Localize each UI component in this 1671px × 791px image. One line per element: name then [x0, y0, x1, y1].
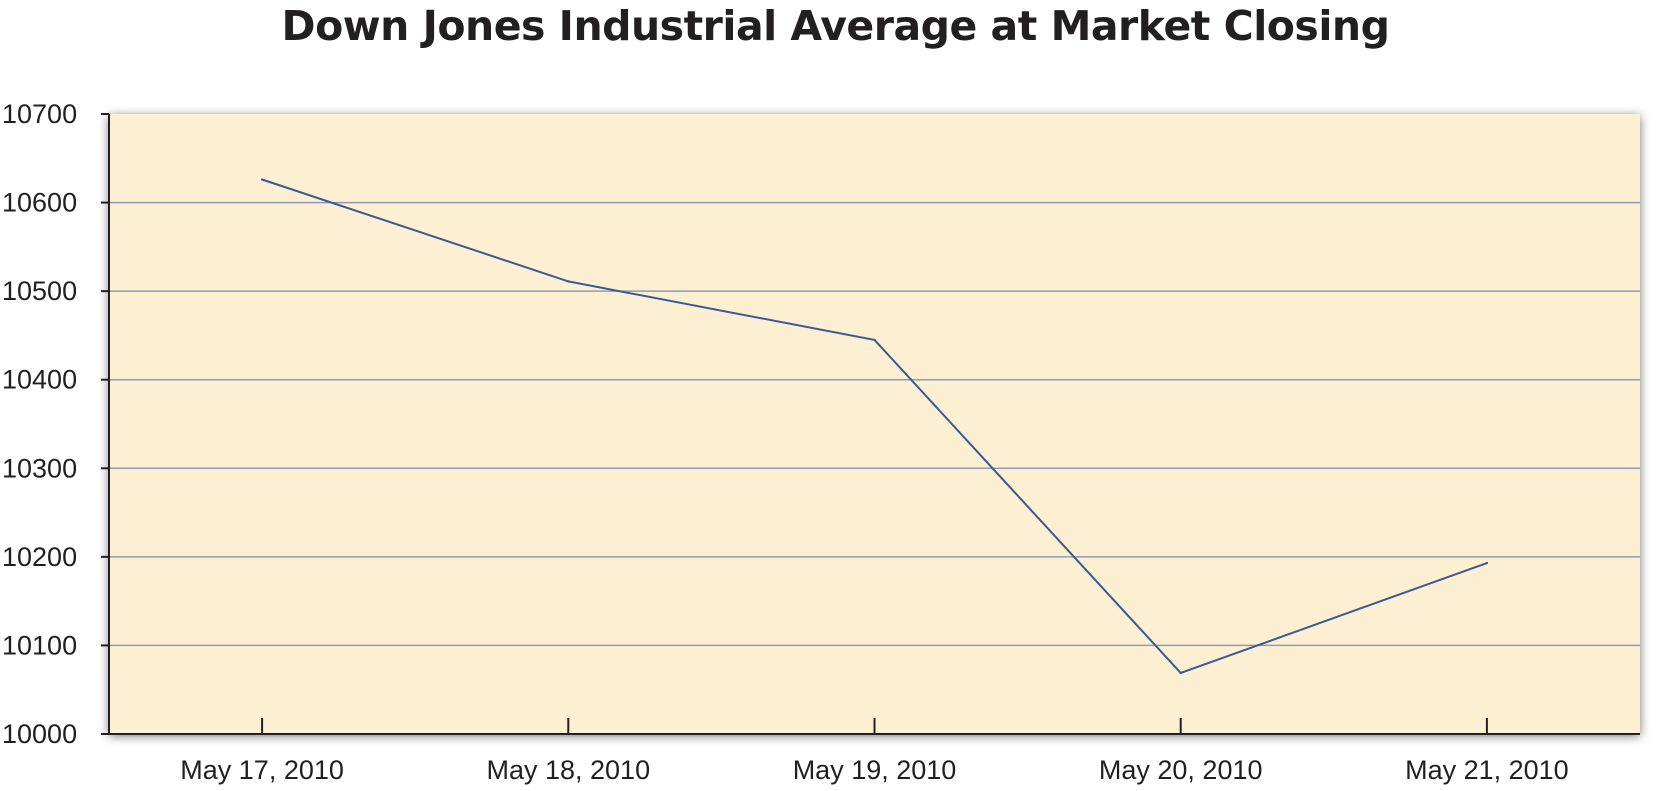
x-tick-label: May 18, 2010	[486, 755, 650, 785]
data-point	[567, 280, 570, 283]
plot-area	[109, 114, 1640, 734]
data-point	[1179, 671, 1182, 675]
y-tick-label: 10500	[2, 276, 77, 306]
x-tick-label: May 17, 2010	[180, 755, 344, 785]
data-point	[873, 338, 876, 342]
x-tick-label: May 19, 2010	[793, 755, 957, 785]
y-tick-label: 10700	[2, 99, 77, 129]
y-tick-label: 10300	[2, 453, 77, 483]
data-point	[260, 178, 264, 181]
chart-title: Down Jones Industrial Average at Market …	[281, 2, 1390, 50]
y-tick-label: 10600	[2, 188, 77, 218]
gridlines	[109, 201, 1640, 647]
y-tick-label: 10100	[2, 630, 77, 660]
y-tick-labels: 10000 10100 10200 10300 10400 10500 10600 10700	[2, 99, 109, 749]
x-tick-labels: May 17, 2010 May 18, 2010 May 19, 2010 May …	[180, 718, 1569, 785]
y-tick-label: 10400	[2, 365, 77, 395]
x-tick-label: May 20, 2010	[1099, 755, 1263, 785]
x-tick-label: May 21, 2010	[1405, 755, 1569, 785]
series	[260, 178, 1489, 675]
y-tick-label: 10200	[2, 542, 77, 572]
y-tick-label: 10000	[2, 719, 77, 749]
data-point	[1485, 561, 1489, 565]
